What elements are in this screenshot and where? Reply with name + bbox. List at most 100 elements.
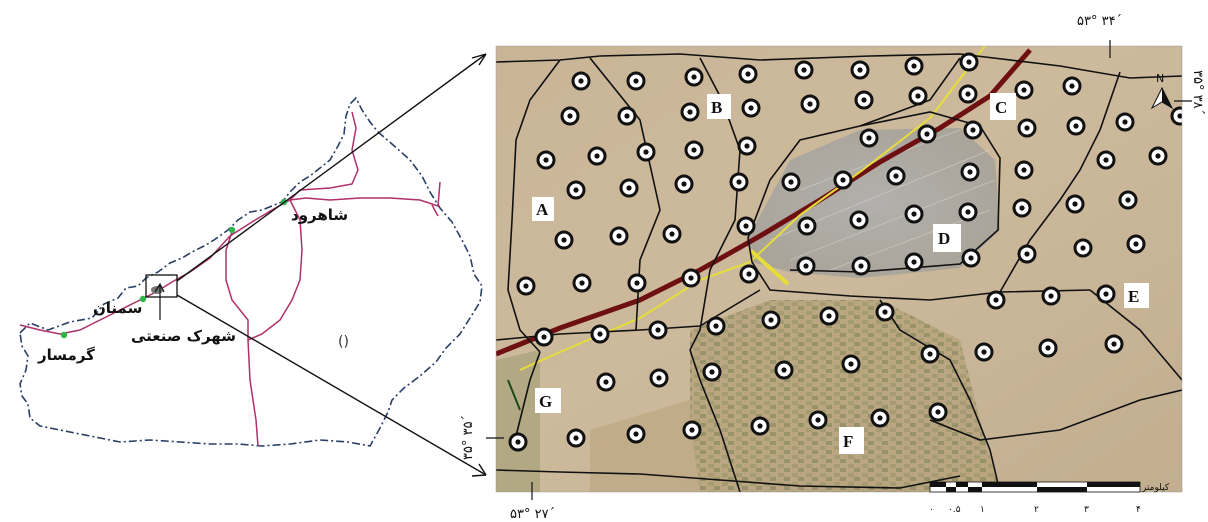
- svg-text:A: A: [536, 200, 549, 219]
- sampling-well-marker: [587, 146, 607, 166]
- svg-text:۴: ۴: [1136, 505, 1141, 515]
- coord-bottom-lon: ۵۳° ۲۷´: [510, 507, 555, 522]
- yellow-road: [519, 46, 986, 371]
- sampling-well-marker: [1096, 150, 1116, 170]
- sampling-well-marker: [648, 320, 668, 340]
- sampling-well-marker: [859, 128, 879, 148]
- sampling-well-marker: [674, 174, 694, 194]
- sampling-well-marker: [974, 342, 994, 362]
- sampling-well-marker: [920, 344, 940, 364]
- sampling-well-marker: [1118, 190, 1138, 210]
- sampling-well-marker: [959, 52, 979, 72]
- zone-label-f: F: [839, 427, 864, 454]
- sampling-well-marker: [627, 273, 647, 293]
- sampling-well-marker: [1038, 338, 1058, 358]
- sampling-well-marker: [590, 324, 610, 344]
- sampling-well-marker: [908, 86, 928, 106]
- sampling-well-marker: [1012, 198, 1032, 218]
- svg-text:D: D: [938, 229, 950, 248]
- highway: [496, 48, 1032, 357]
- sampling-well-marker: [850, 60, 870, 80]
- city-label-garmsar: گرمسار: [37, 346, 95, 364]
- zone-label-g: G: [535, 388, 561, 413]
- coord-right-lat: ۳۵° ۳۸´: [1190, 70, 1205, 115]
- sampling-well-marker: [684, 140, 704, 160]
- sampling-well-marker: [1014, 80, 1034, 100]
- sampling-well-marker: [534, 327, 554, 347]
- sampling-well-marker: [986, 290, 1006, 310]
- sampling-well-marker: [808, 410, 828, 430]
- sampling-well-marker: [1017, 118, 1037, 138]
- lake-symbol: (): [338, 334, 349, 350]
- sampling-well-marker: [1017, 244, 1037, 264]
- sampling-well-marker: [1014, 160, 1034, 180]
- sampling-well-marker: [904, 252, 924, 272]
- sampling-well-marker: [849, 210, 869, 230]
- north-arrow: N: [1150, 72, 1174, 110]
- sampling-well-marker: [738, 64, 758, 84]
- scale-bar: کیلومتر ۰ ۰.۵ ۱ ۲ ۳ ۴: [929, 481, 1170, 515]
- scale-unit: کیلومتر: [1141, 483, 1170, 493]
- sampling-well-marker: [596, 372, 616, 392]
- sampling-well-marker: [1041, 286, 1061, 306]
- sampling-well-marker: [794, 60, 814, 80]
- sampling-wells: [508, 52, 1182, 452]
- sampling-well-marker: [796, 256, 816, 276]
- zone-label-b: B: [707, 94, 731, 119]
- sampling-well-marker: [961, 248, 981, 268]
- sampling-well-marker: [729, 172, 749, 192]
- sampling-well-marker: [781, 172, 801, 192]
- sampling-well-marker: [536, 150, 556, 170]
- sampling-well-marker: [706, 316, 726, 336]
- sampling-well-marker: [619, 178, 639, 198]
- sampling-well-marker: [626, 424, 646, 444]
- sampling-well-marker: [750, 416, 770, 436]
- sampling-well-marker: [571, 71, 591, 91]
- svg-text:E: E: [1128, 287, 1139, 306]
- sampling-well-marker: [649, 368, 669, 388]
- svg-text:۳: ۳: [1084, 505, 1089, 515]
- sampling-well-marker: [662, 224, 682, 244]
- svg-text:۲: ۲: [1034, 505, 1039, 515]
- sampling-well-marker: [841, 354, 861, 374]
- sampling-well-marker: [566, 180, 586, 200]
- sampling-well-marker: [684, 67, 704, 87]
- sampling-well-marker: [572, 273, 592, 293]
- sampling-well-marker: [680, 102, 700, 122]
- svg-text:C: C: [995, 98, 1007, 117]
- svg-text:۱: ۱: [980, 505, 985, 515]
- sampling-well-marker: [761, 310, 781, 330]
- svg-text:F: F: [843, 432, 853, 451]
- sampling-well-marker: [875, 302, 895, 322]
- city-label-semnan: سمنان: [93, 299, 142, 317]
- sampling-well-marker: [958, 84, 978, 104]
- sampling-well-marker: [1104, 334, 1124, 354]
- sampling-well-marker: [636, 142, 656, 162]
- sampling-well-marker: [1065, 194, 1085, 214]
- sampling-well-marker: [904, 56, 924, 76]
- sampling-well-marker: [963, 120, 983, 140]
- province-map: () شاهرود سمنان گرمسار شهرک صنعتی: [19, 96, 483, 447]
- sampling-well-marker: [560, 106, 580, 126]
- svg-text:N: N: [1156, 72, 1164, 85]
- sampling-well-marker: [904, 204, 924, 224]
- sampling-well-marker: [1096, 284, 1116, 304]
- sampling-well-marker: [854, 90, 874, 110]
- zone-label-e: E: [1124, 283, 1149, 308]
- sampling-well-marker: [741, 98, 761, 118]
- study-area-map: A B C D E F G N کیلومتر ۰ ۰.۵ ۱ ۲ ۳: [461, 14, 1205, 522]
- sampling-well-marker: [958, 202, 978, 222]
- sampling-well-marker: [1126, 234, 1146, 254]
- sampling-well-marker: [617, 106, 637, 126]
- sampling-well-marker: [1148, 146, 1168, 166]
- city-label-shahrood: شاهرود: [291, 206, 348, 224]
- sampling-well-marker: [960, 162, 980, 182]
- svg-text:G: G: [539, 392, 552, 411]
- sampling-well-marker: [1066, 116, 1086, 136]
- svg-text:۰.۵: ۰.۵: [948, 505, 961, 515]
- sampling-well-marker: [554, 230, 574, 250]
- sampling-well-marker: [682, 420, 702, 440]
- sampling-well-marker: [886, 166, 906, 186]
- sampling-well-marker: [1073, 238, 1093, 258]
